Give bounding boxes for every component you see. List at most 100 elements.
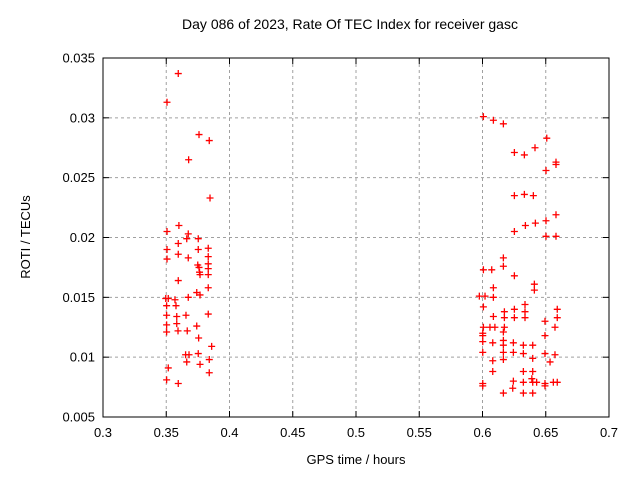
x-tick-label: 0.6	[473, 425, 491, 440]
data-point-marker	[194, 235, 202, 243]
data-point-marker	[510, 192, 518, 200]
data-point-marker	[491, 323, 499, 331]
data-point-marker	[182, 311, 190, 319]
data-point-marker	[541, 317, 549, 325]
data-point-marker	[489, 116, 497, 124]
y-tick-label: 0.01	[70, 350, 95, 365]
data-point-marker	[163, 376, 171, 384]
data-point-marker	[509, 384, 517, 392]
x-tick-label: 0.3	[94, 425, 112, 440]
data-point-marker	[164, 295, 172, 303]
data-point-marker	[175, 222, 183, 230]
data-point-marker	[529, 354, 537, 362]
data-point-marker	[542, 232, 550, 240]
y-tick-label: 0.005	[62, 410, 95, 425]
x-tick-label: 0.4	[220, 425, 238, 440]
data-point-marker	[530, 280, 538, 288]
data-point-marker	[529, 192, 537, 200]
data-point-marker	[543, 134, 551, 142]
data-point-marker	[500, 323, 508, 331]
data-point-marker	[204, 284, 212, 292]
x-axis-label: GPS time / hours	[307, 452, 406, 467]
data-point-marker	[521, 308, 529, 316]
data-point-marker	[541, 382, 549, 390]
y-tick-label: 0.025	[62, 170, 95, 185]
y-tick-label: 0.02	[70, 230, 95, 245]
y-tick-label: 0.03	[70, 110, 95, 125]
data-point-marker	[185, 351, 193, 359]
data-point-marker	[531, 219, 539, 227]
data-point-marker	[174, 70, 182, 78]
data-point-marker	[546, 358, 554, 366]
data-point-marker	[183, 327, 191, 335]
data-point-marker	[204, 310, 212, 318]
data-point-marker	[500, 308, 508, 316]
x-tick-label: 0.65	[533, 425, 558, 440]
data-point-marker	[541, 332, 549, 340]
data-point-marker	[479, 266, 487, 274]
y-tick-labels: 0.005 0.01 0.015 0.02 0.025 0.03 0.035	[62, 51, 95, 425]
data-point-marker	[163, 302, 171, 310]
data-point-marker	[193, 322, 201, 330]
data-point-marker	[528, 375, 536, 383]
data-point-marker	[551, 351, 559, 359]
data-point-marker	[163, 245, 171, 253]
data-point-marker	[163, 328, 171, 336]
data-point-marker	[520, 151, 528, 159]
data-point-marker	[204, 265, 212, 273]
data-point-marker	[163, 321, 171, 329]
data-point-marker	[489, 357, 497, 365]
data-point-marker	[499, 120, 507, 128]
data-point-marker	[521, 301, 529, 309]
data-point-marker	[552, 232, 560, 240]
data-point-marker	[171, 296, 179, 304]
data-point-marker	[552, 211, 560, 219]
data-point-marker	[551, 323, 559, 331]
data-point-marker	[499, 389, 507, 397]
data-point-marker	[500, 314, 508, 322]
data-point-marker	[194, 350, 202, 358]
data-point-marker	[479, 382, 487, 390]
data-point-marker	[519, 368, 527, 376]
data-point-marker	[174, 327, 182, 335]
data-point-marker	[479, 303, 487, 311]
data-point-marker	[206, 194, 214, 202]
data-point-marker	[184, 293, 192, 301]
data-point-marker	[519, 350, 527, 358]
data-point-marker	[542, 166, 550, 174]
data-point-marker	[205, 369, 213, 377]
x-tick-label: 0.55	[407, 425, 432, 440]
data-point-marker	[479, 348, 487, 356]
data-point-marker	[488, 266, 496, 274]
data-point-marker	[184, 230, 192, 238]
data-point-marker	[529, 341, 537, 349]
data-point-marker	[204, 271, 212, 279]
data-point-marker	[163, 98, 171, 106]
data-point-marker	[172, 302, 180, 310]
data-point-marker	[174, 379, 182, 387]
data-point-marker	[163, 311, 171, 319]
data-point-marker	[509, 339, 517, 347]
data-point-marker	[542, 217, 550, 225]
data-point-marker	[499, 341, 507, 349]
data-point-marker	[499, 356, 507, 364]
data-point-marker	[510, 228, 518, 236]
data-point-marker	[489, 368, 497, 376]
data-point-marker	[520, 190, 528, 198]
data-point-marker	[489, 339, 497, 347]
data-point-marker	[509, 348, 517, 356]
data-point-marker	[510, 305, 518, 313]
x-tick-label: 0.45	[280, 425, 305, 440]
data-points	[162, 70, 561, 397]
data-point-marker	[174, 277, 182, 285]
y-axis-label: ROTI / TECUs	[18, 195, 33, 279]
data-point-marker	[510, 149, 518, 157]
data-point-marker	[499, 348, 507, 356]
data-point-marker	[499, 254, 507, 262]
y-tick-label: 0.015	[62, 290, 95, 305]
data-point-marker	[519, 389, 527, 397]
data-point-marker	[195, 131, 203, 139]
data-point-marker	[164, 364, 172, 372]
data-point-marker	[174, 239, 182, 247]
